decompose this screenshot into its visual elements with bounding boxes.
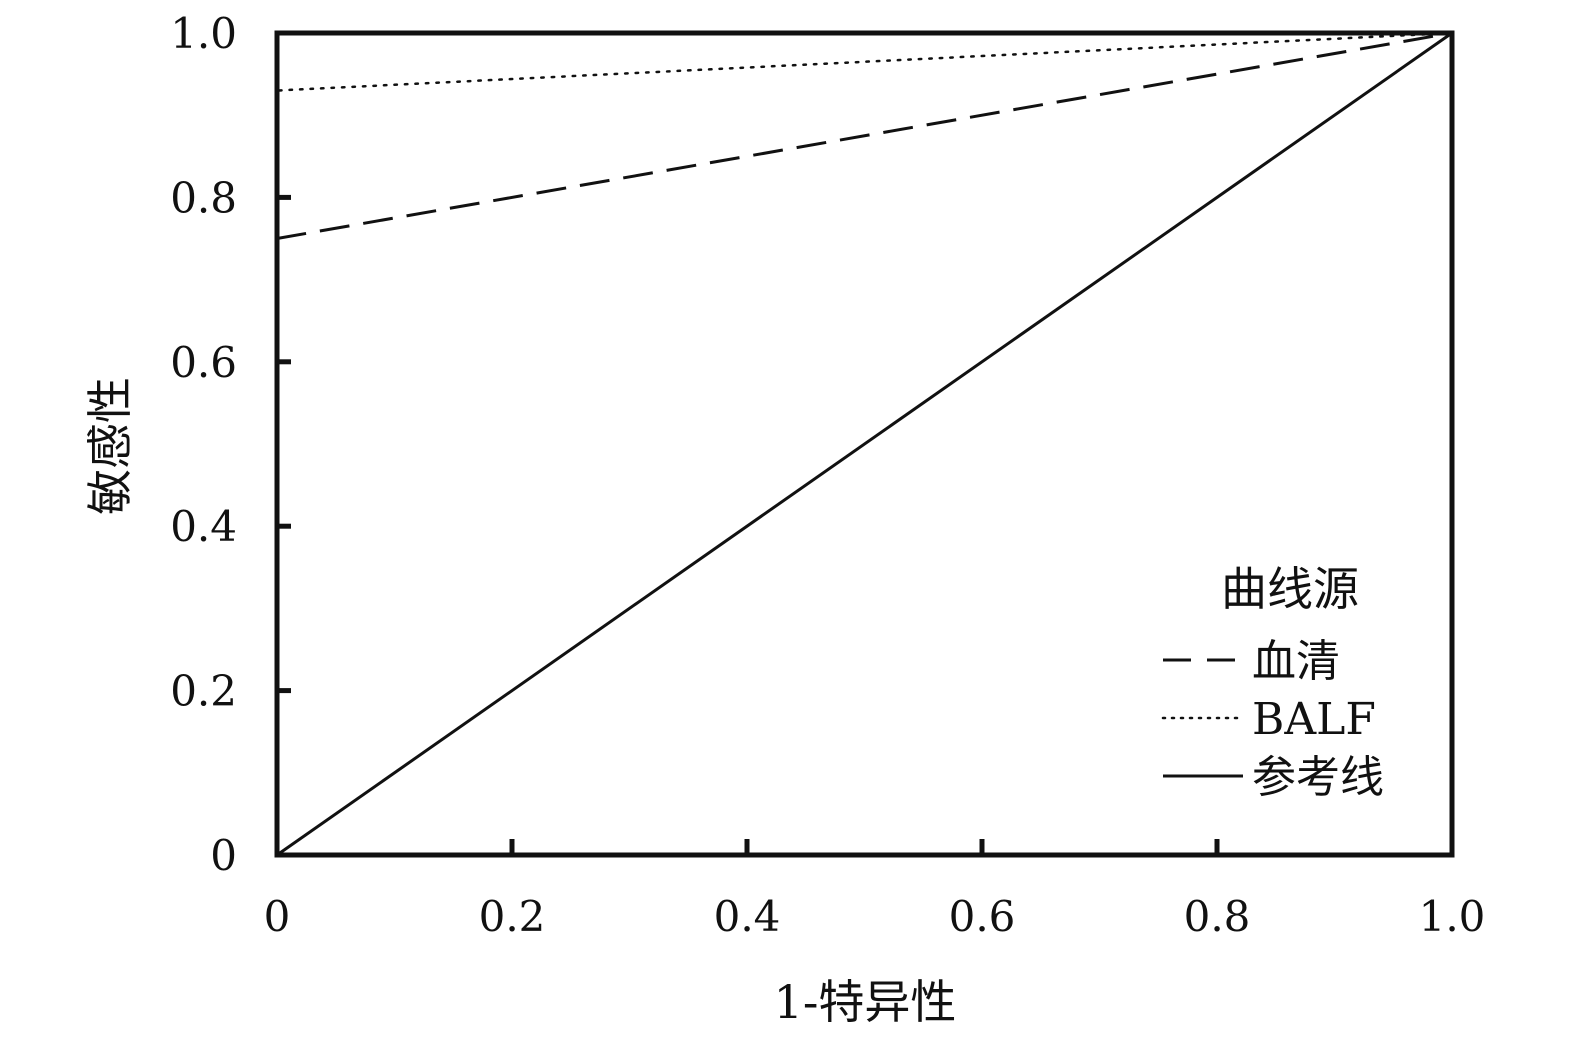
y-tick-label: 0 [210,831,237,880]
y-tick-label: 0.8 [170,173,237,222]
y-tick-label: 0.6 [170,338,237,387]
legend-label: BALF [1252,694,1376,745]
x-tick-label: 0.8 [1184,892,1251,941]
y-axis-label: 敏感性 [83,377,137,515]
legend-label: 血清 [1252,636,1340,687]
series-line [276,31,1453,857]
y-axis-ticks: 0 0.2 0.4 0.6 0.8 1.0 [170,9,291,880]
legend: 曲线源 血清 BALF 参考线 [1161,562,1384,803]
x-axis-label: 1-特异性 [774,975,957,1029]
x-tick-label: 0.6 [949,892,1016,941]
x-axis-ticks: 0 0.2 0.4 0.6 0.8 1.0 [264,839,1486,941]
y-tick-label: 0.4 [170,502,237,551]
x-tick-label: 0.2 [479,892,546,941]
x-tick-label: 0.4 [714,892,781,941]
legend-label: 参考线 [1252,752,1384,803]
legend-items: 血清 BALF 参考线 [1161,636,1384,803]
plot-frame [274,30,1455,858]
x-tick-label: 1.0 [1419,892,1486,941]
x-tick-label: 0 [264,892,291,941]
y-tick-label: 1.0 [170,9,237,58]
legend-title: 曲线源 [1221,562,1359,616]
y-tick-label: 0.2 [170,667,237,716]
